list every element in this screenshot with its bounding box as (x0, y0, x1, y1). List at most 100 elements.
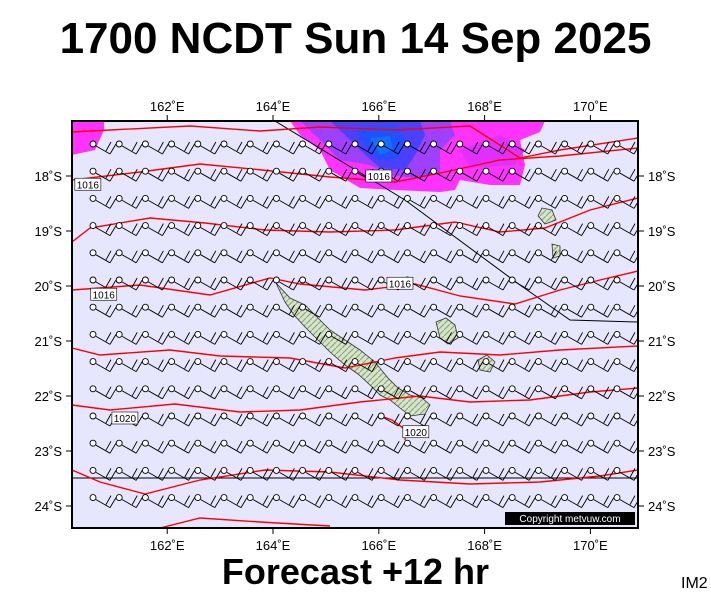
wind-barb (456, 249, 484, 264)
wind-barb (246, 439, 274, 454)
wind-barb (534, 249, 562, 264)
map-background (72, 121, 638, 528)
wind-barb (220, 222, 248, 236)
wind-barb (168, 222, 195, 236)
wind-barb (377, 494, 405, 508)
wind-barb (272, 330, 300, 345)
copyright-text: Copyright metvuw.com (519, 514, 620, 525)
wind-barb (272, 167, 300, 182)
wind-barb (377, 330, 405, 345)
wind-barb (168, 249, 195, 264)
wind-barb (534, 140, 562, 155)
wind-barb (89, 303, 117, 318)
wind-barb (325, 330, 353, 345)
wind-barb (403, 358, 431, 372)
wind-barb (299, 412, 326, 427)
wind-barb (351, 222, 379, 236)
wind-barb (115, 385, 143, 400)
wind-barb (587, 494, 615, 508)
lat-tick-label-left: 20˚S (35, 279, 63, 294)
wind-barb (194, 276, 222, 291)
wind-barb (325, 385, 353, 400)
wind-barb (141, 167, 169, 182)
wind-barb (168, 140, 195, 155)
wind-barb (430, 140, 457, 155)
wind-barb (246, 385, 274, 400)
isobar-label: 1020 (111, 411, 139, 425)
wind-barb (561, 466, 588, 481)
wind-barb (168, 330, 195, 345)
lat-tick-label-right: 19˚S (648, 224, 676, 239)
wind-barb (272, 412, 300, 427)
map-frame (71, 120, 639, 529)
wind-barb (377, 439, 405, 454)
wind-barb (587, 222, 615, 236)
wind-barb (299, 494, 326, 508)
wind-barb (482, 276, 510, 291)
lat-tick-label-right: 24˚S (648, 499, 676, 514)
wind-barb (299, 439, 326, 454)
wind-barb (299, 303, 326, 318)
wind-barb (141, 276, 169, 291)
wind-barb (325, 249, 353, 264)
wind-barb (299, 167, 326, 182)
wind-barb (141, 358, 169, 372)
wind-barb (246, 303, 274, 318)
wind-barb (456, 140, 484, 155)
wind-barb (613, 222, 638, 236)
lon-tick-label-bottom: 170˚E (573, 538, 608, 553)
isobar-label: 1016 (365, 169, 393, 183)
lon-tick-label-bottom: 168˚E (467, 538, 502, 553)
wind-barb (246, 412, 274, 427)
lat-tick-label-right: 22˚S (648, 389, 676, 404)
wind-barb (587, 194, 615, 209)
lat-tick-label-right: 23˚S (648, 444, 676, 459)
wind-barb (115, 358, 143, 372)
wind-barb (89, 194, 117, 209)
wind-barb (403, 222, 431, 236)
wind-barb (377, 303, 405, 318)
wind-barb (508, 303, 536, 318)
wind-barb (561, 194, 588, 209)
wind-barb (194, 167, 222, 182)
wind-barb (534, 494, 562, 508)
wind-barb (351, 140, 379, 155)
wind-barb (561, 385, 588, 400)
wind-barb (456, 358, 484, 372)
lon-tick-label-bottom: 166˚E (361, 538, 396, 553)
wind-barb (89, 358, 117, 372)
wind-barb (561, 439, 588, 454)
wind-barb (587, 439, 615, 454)
wind-barb (220, 303, 248, 318)
wind-barb (534, 194, 562, 209)
isobar-labels: 1016 1016 1016 1016 1020 1020 (74, 169, 430, 439)
wind-barb (299, 276, 326, 291)
wind-barb (246, 330, 274, 345)
lat-tick-label-left: 19˚S (35, 224, 63, 239)
wind-barb (325, 439, 353, 454)
wind-barb (351, 330, 379, 345)
lat-tick-label-left: 18˚S (35, 169, 63, 184)
wind-barb (482, 167, 510, 182)
wind-barb (325, 140, 353, 155)
lon-tick-label-top: 168˚E (467, 99, 502, 114)
wind-barb (89, 249, 117, 264)
wind-barb (377, 249, 405, 264)
wind-barb (430, 330, 457, 345)
wind-barb (613, 140, 638, 155)
wind-barb (246, 358, 274, 372)
wind-barb (115, 303, 143, 318)
wind-barb (430, 249, 457, 264)
wind-barb (508, 276, 536, 291)
wind-barb (377, 222, 405, 236)
wind-barb (299, 330, 326, 345)
wind-barb (168, 167, 195, 182)
lon-tick-label-bottom: 162˚E (150, 538, 185, 553)
wind-barb (456, 276, 484, 291)
isobar-label-text: 1020 (114, 414, 137, 425)
wind-barb (587, 303, 615, 318)
wind-barb (430, 303, 457, 318)
wind-barb (430, 167, 457, 182)
wind-barb (220, 385, 248, 400)
wind-barb (587, 412, 615, 427)
